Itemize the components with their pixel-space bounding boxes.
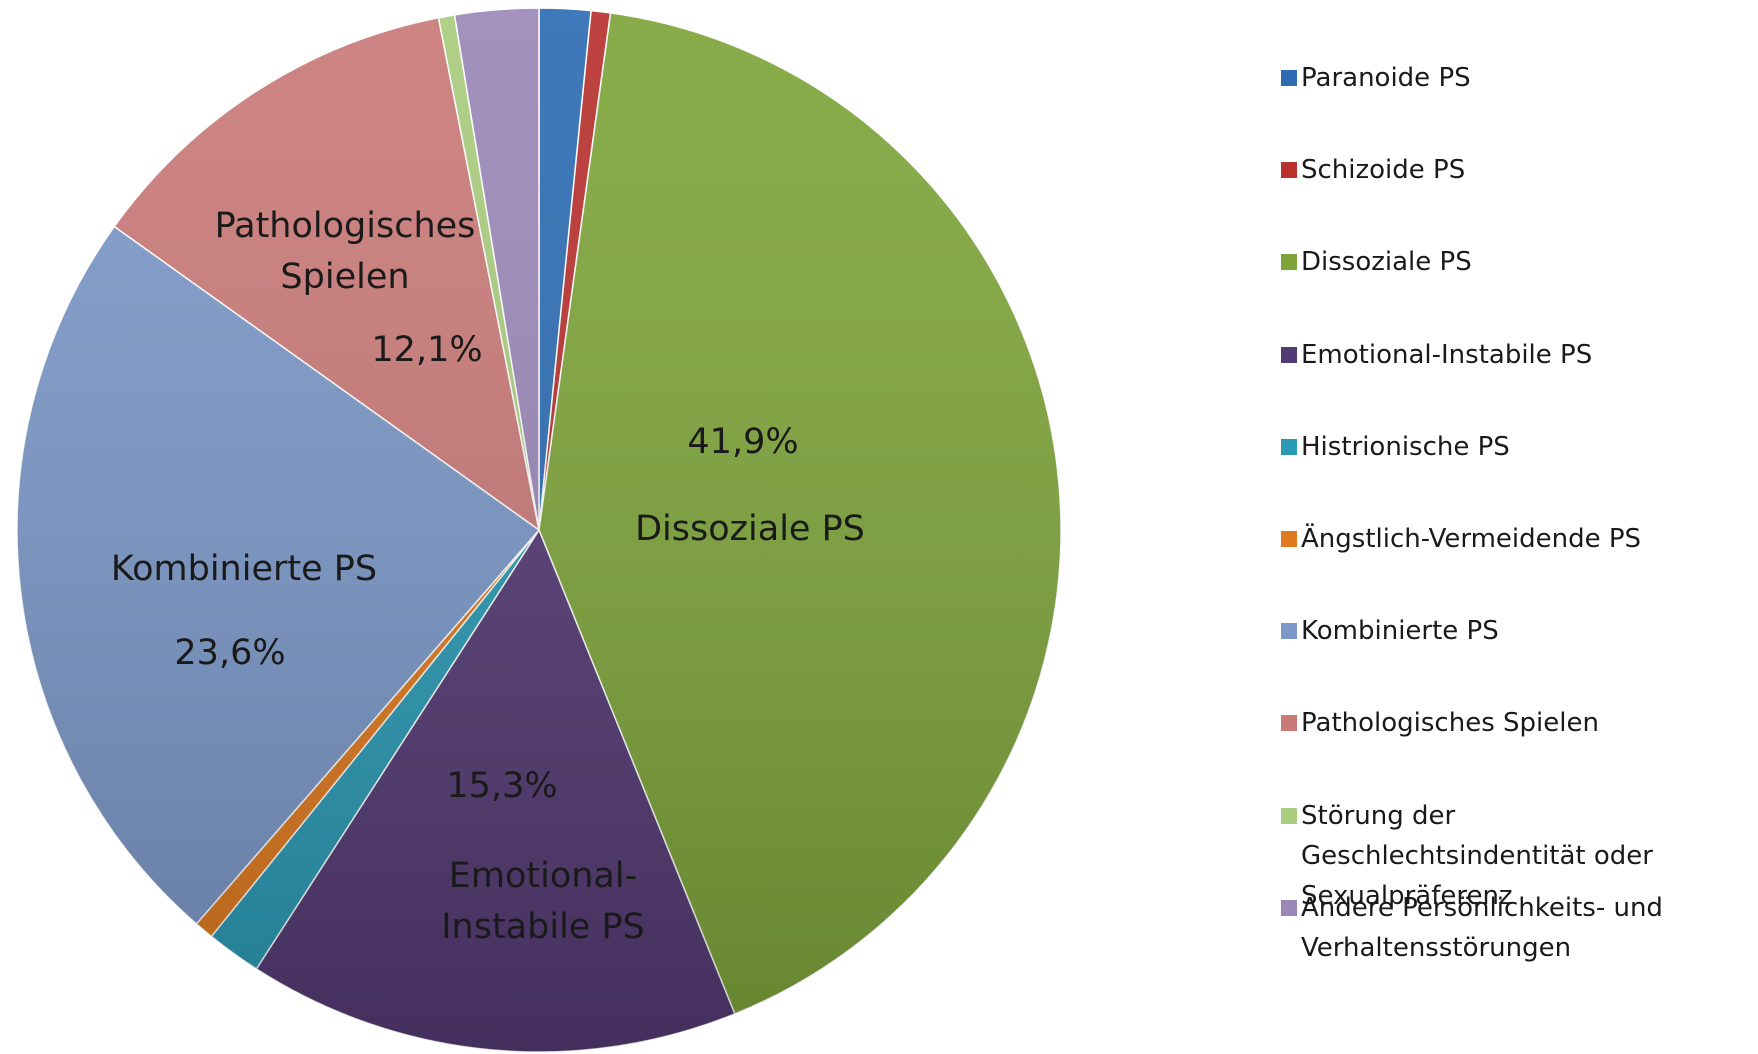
legend-label: Dissoziale PS <box>1301 247 1472 278</box>
category-label-cell: Dissoziale PS <box>600 477 900 581</box>
legend-item: Emotional-Instabile PS <box>1281 335 1751 375</box>
legend-item: Schizoide PS <box>1281 150 1751 190</box>
legend-item: Dissoziale PS <box>1281 242 1751 282</box>
category-label: Kombinierte PS <box>110 548 378 589</box>
category-label-cell: Kombinierte PS <box>84 517 404 621</box>
legend-label: Pathologisches Spielen <box>1301 708 1599 739</box>
legend-swatch <box>1281 254 1297 271</box>
legend-item: Kombinierte PS <box>1281 611 1751 651</box>
value-label: 12,1% <box>371 330 482 370</box>
category-label: Dissoziale PS <box>635 508 865 549</box>
category-label-box: Pathologisches Spielen <box>200 200 490 304</box>
legend-swatch <box>1281 807 1297 824</box>
slice-labels: 41,9% Dissoziale PS 15,3% Emotional-Instabi… <box>84 200 900 954</box>
legend-label: Störung der Geschlechtsindentität oder S… <box>1301 800 1653 911</box>
category-label-cell: Pathologisches Spielen <box>200 200 490 304</box>
legend-label: Kombinierte PS <box>1301 616 1499 647</box>
value-label: 41,9% <box>687 422 798 462</box>
legend-swatch <box>1281 899 1297 916</box>
legend-swatch <box>1281 438 1297 455</box>
legend-label: Andere Persönlichkeits- und Verhaltensst… <box>1301 892 1663 963</box>
category-label-box: Kombinierte PS <box>84 517 404 621</box>
legend-item: Pathologisches Spielen <box>1281 703 1751 743</box>
category-label-box: Emotional-Instabile PS <box>413 850 673 954</box>
legend-label: Histrionische PS <box>1301 431 1510 462</box>
legend-item: Andere Persönlichkeits- und Verhaltensst… <box>1281 888 1751 968</box>
category-label-box: Dissoziale PS <box>600 477 900 581</box>
legend-label: Paranoide PS <box>1301 63 1471 93</box>
legend-swatch <box>1281 623 1297 640</box>
legend-item: Störung der Geschlechtsindentität oder S… <box>1281 796 1751 916</box>
legend-item: Ängstlich-Vermeidende PS <box>1281 519 1751 559</box>
category-label: Emotional-Instabile PS <box>441 856 645 947</box>
legend-swatch <box>1281 346 1297 363</box>
legend-swatch <box>1281 715 1297 732</box>
category-label: Pathologisches Spielen <box>214 206 476 297</box>
value-label: 15,3% <box>446 766 557 806</box>
legend-item: Histrionische PS <box>1281 427 1751 467</box>
legend-label: Emotional-Instabile PS <box>1301 339 1593 370</box>
legend-label: Schizoide PS <box>1301 155 1466 186</box>
legend-label: Ängstlich-Vermeidende PS <box>1301 524 1642 554</box>
legend-swatch <box>1281 70 1297 86</box>
legend-swatch <box>1281 162 1297 179</box>
legend-swatch <box>1281 531 1297 547</box>
value-label: 23,6% <box>174 633 285 673</box>
category-label-cell: Emotional-Instabile PS <box>413 850 673 954</box>
legend-item: Paranoide PS <box>1281 58 1751 98</box>
